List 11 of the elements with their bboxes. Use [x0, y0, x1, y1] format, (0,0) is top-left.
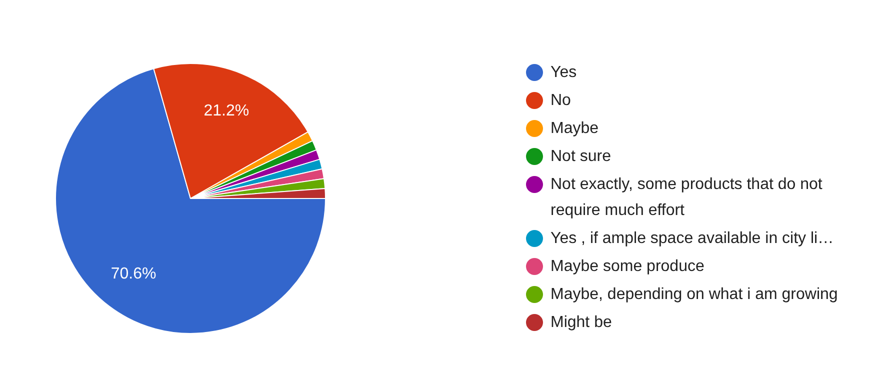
- legend-label: Maybe some produce: [550, 258, 704, 275]
- legend-label: Not sure: [550, 148, 612, 165]
- legend-label: Maybe, depending on what i am growing: [550, 286, 838, 303]
- legend-label: No: [550, 92, 572, 109]
- data-label: 70.6%: [110, 265, 156, 282]
- legend-label: Not exactly, some products that do not require much effort: [550, 176, 823, 219]
- data-label: 21.2%: [204, 102, 250, 120]
- legend-label: Yes: [550, 64, 577, 81]
- legend-label: Might be: [550, 314, 612, 331]
- legend-label: Yes , if ample space available in city li…: [550, 230, 834, 247]
- legend-label: Maybe: [550, 120, 599, 137]
